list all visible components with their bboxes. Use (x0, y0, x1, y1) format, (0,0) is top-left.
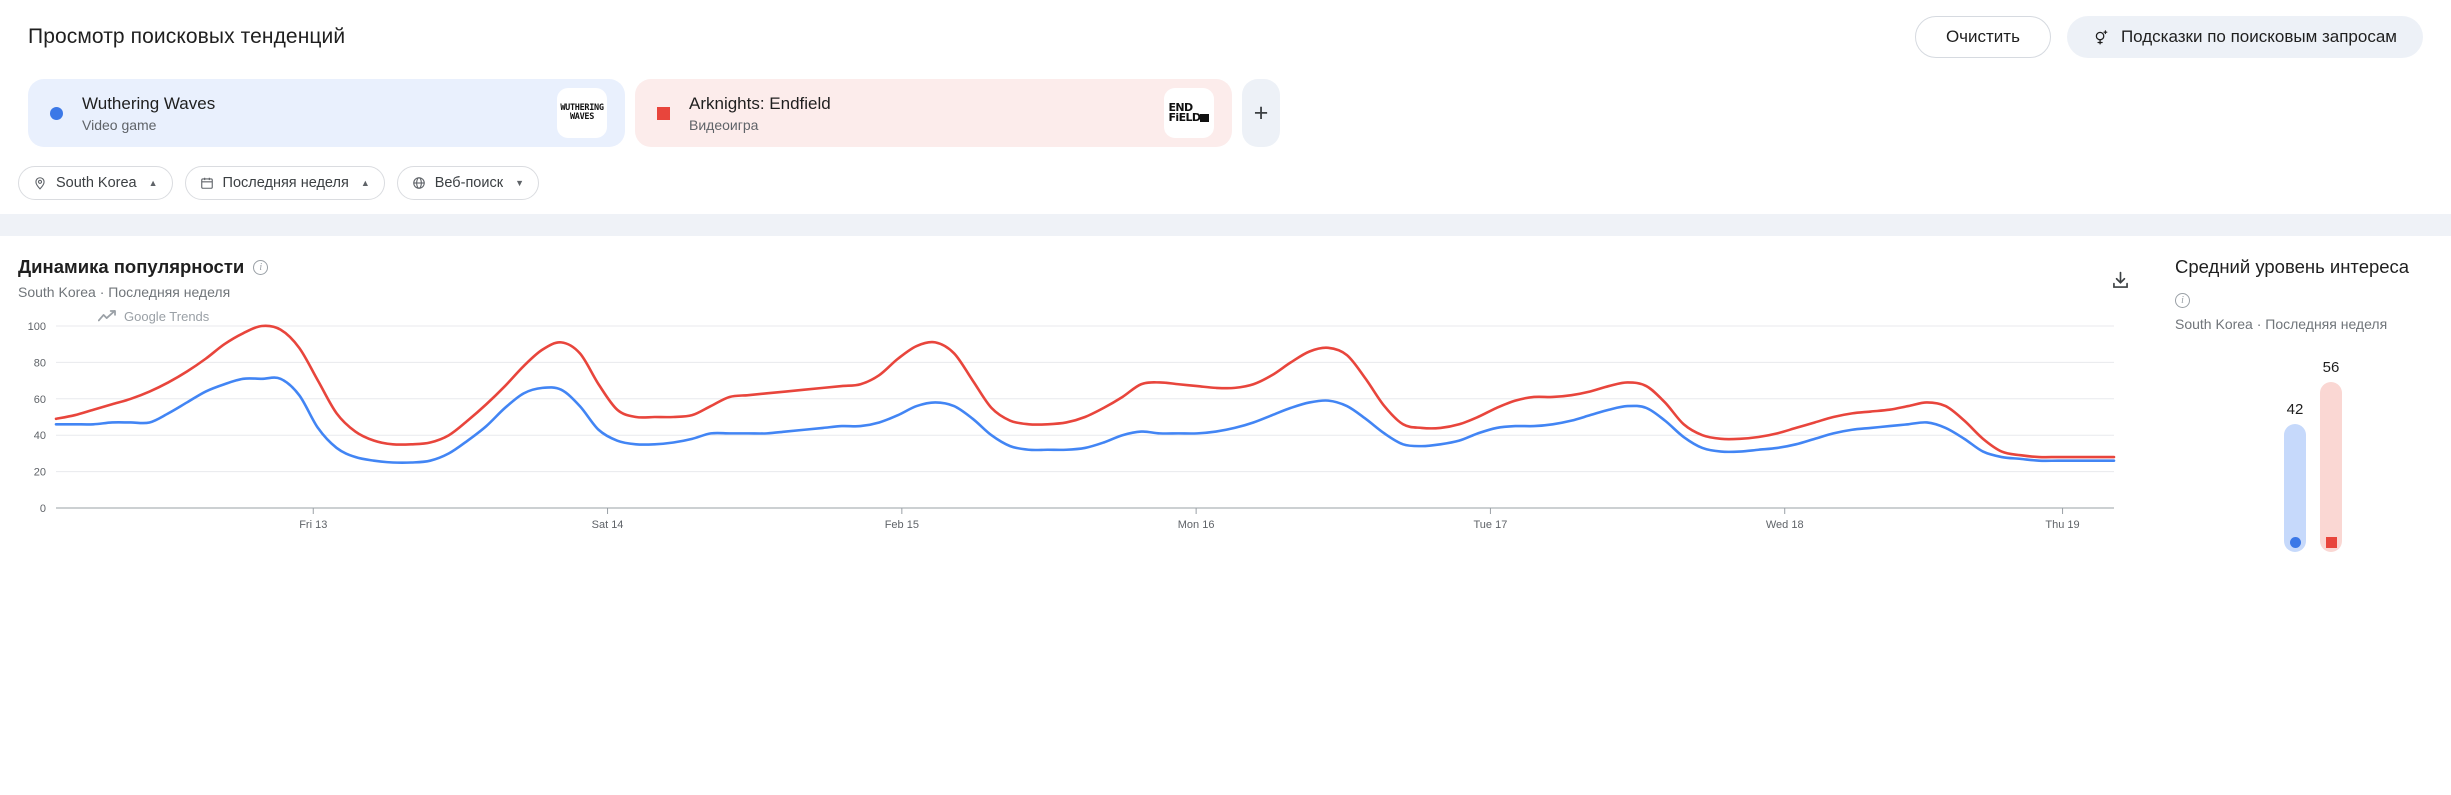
trend-line-chart[interactable]: 0 20 40 60 80 100 Fri 13 Sat 14 Feb 15 Mon 16 Tue … (14, 318, 2147, 548)
average-interest-title: Средний уровень интереса (2175, 256, 2410, 277)
chevron-up-icon: ▲ (148, 178, 158, 188)
sparkle-search-icon (2093, 29, 2110, 46)
blue-dot-icon (50, 106, 63, 120)
section-divider (0, 214, 2451, 236)
page-title: Просмотр поисковых тенденций (28, 25, 346, 48)
header-actions: Очистить Подсказки по поисковым запросам (1914, 16, 2423, 58)
svg-text:60: 60 (34, 394, 46, 406)
download-icon (2110, 271, 2131, 294)
chevron-down-icon: ▼ (515, 178, 524, 188)
content-area: Динамика популярности i South Korea · По… (0, 236, 2451, 552)
average-interest-panel: Средний уровень интереса i South Korea ·… (2175, 256, 2451, 552)
filter-search-type[interactable]: Веб-поиск ▼ (396, 166, 539, 200)
svg-text:0: 0 (40, 503, 46, 515)
average-interest-info-row: i (2175, 290, 2451, 308)
wuthering-waves-logo: WUTHERING WAVES (557, 88, 607, 138)
page-header: Просмотр поисковых тенденций Очистить По… (0, 0, 2451, 74)
svg-text:80: 80 (34, 357, 46, 369)
info-icon[interactable]: i (2175, 293, 2190, 308)
search-suggestions-label: Подсказки по поисковым запросам (2120, 27, 2397, 46)
search-term-chip-arknights-endfield[interactable]: Arknights: Endfield Видеоигра END FiELD (635, 79, 1232, 147)
average-bar-wuthering-waves[interactable]: 42 (2284, 401, 2306, 552)
chart-title: Динамика популярности (18, 256, 245, 277)
logo-line-2: FiELD (1168, 111, 1202, 124)
average-interest-subtitle: South Korea · Последняя неделя (2175, 316, 2388, 332)
average-bar-value: 42 (2286, 401, 2304, 418)
average-bar-value: 56 (2322, 359, 2340, 376)
average-bar-arknights-endfield[interactable]: 56 (2320, 359, 2342, 552)
average-bar-track (2320, 382, 2342, 552)
average-interest-bars: 42 56 (2175, 352, 2451, 552)
interest-over-time-panel: Динамика популярности i South Korea · По… (0, 256, 2175, 552)
search-term-subtitle: Video game (82, 116, 157, 133)
search-term-subtitle: Видеоигра (689, 116, 759, 133)
google-trends-watermark: Google Trends (92, 309, 216, 324)
svg-text:Feb 15: Feb 15 (885, 519, 919, 531)
svg-text:40: 40 (34, 430, 46, 442)
filters-row: South Korea ▲ Последняя неделя ▲ Веб-пои… (0, 152, 2451, 214)
info-icon[interactable]: i (253, 259, 269, 275)
logo-line-1: END (1168, 100, 1194, 114)
search-suggestions-button[interactable]: Подсказки по поисковым запросам (2066, 16, 2423, 58)
filter-search-type-label: Веб-поиск (434, 175, 504, 191)
chart-plot-area: Google Trends 0 20 40 60 80 100 Fri 13 Sat 14 Fe… (14, 309, 2147, 548)
svg-text:Sat 14: Sat 14 (592, 519, 624, 531)
blue-dot-icon (2289, 537, 2301, 548)
svg-text:100: 100 (28, 321, 46, 333)
search-terms-row: Wuthering Waves Video game WUTHERING WAV… (0, 74, 2451, 152)
filter-time-range-label: Последняя неделя (222, 175, 349, 191)
logo-line-2: WAVES (569, 112, 595, 122)
watermark-label: Google Trends (124, 309, 210, 324)
svg-text:20: 20 (34, 467, 46, 479)
arknights-endfield-logo: END FiELD (1164, 88, 1214, 138)
svg-text:Thu 19: Thu 19 (2045, 519, 2079, 531)
trending-up-icon (97, 310, 117, 323)
red-square-icon (2325, 537, 2337, 548)
logo-block-icon (1200, 114, 1210, 122)
filter-location-label: South Korea (56, 175, 137, 191)
svg-text:Tue 17: Tue 17 (1474, 519, 1508, 531)
svg-text:Fri 13: Fri 13 (299, 519, 327, 531)
add-search-term-button[interactable]: + (1242, 79, 1280, 147)
search-term-name: Arknights: Endfield (689, 93, 831, 113)
filter-time-range[interactable]: Последняя неделя ▲ (184, 166, 385, 200)
search-term-name: Wuthering Waves (82, 93, 216, 113)
svg-text:Wed 18: Wed 18 (1766, 519, 1804, 531)
average-bar-track (2284, 424, 2306, 552)
chart-subtitle: South Korea · Последняя неделя (18, 284, 231, 300)
chip-text-block: Wuthering Waves Video game (82, 94, 215, 133)
logo-line-1: WUTHERING (560, 102, 604, 113)
filter-location[interactable]: South Korea ▲ (18, 166, 173, 200)
search-term-chip-wuthering-waves[interactable]: Wuthering Waves Video game WUTHERING WAV… (28, 79, 625, 147)
globe-icon (412, 176, 426, 190)
chevron-up-icon: ▲ (360, 178, 370, 188)
clear-button[interactable]: Очистить (1914, 16, 2051, 58)
chart-header: Динамика популярности i South Korea · По… (14, 256, 2147, 300)
red-square-icon (657, 106, 670, 120)
svg-text:Mon 16: Mon 16 (1178, 519, 1215, 531)
calendar-icon (200, 176, 214, 190)
download-button[interactable] (2110, 270, 2131, 291)
chip-text-block: Arknights: Endfield Видеоигра (689, 94, 831, 133)
location-pin-icon (33, 176, 47, 190)
